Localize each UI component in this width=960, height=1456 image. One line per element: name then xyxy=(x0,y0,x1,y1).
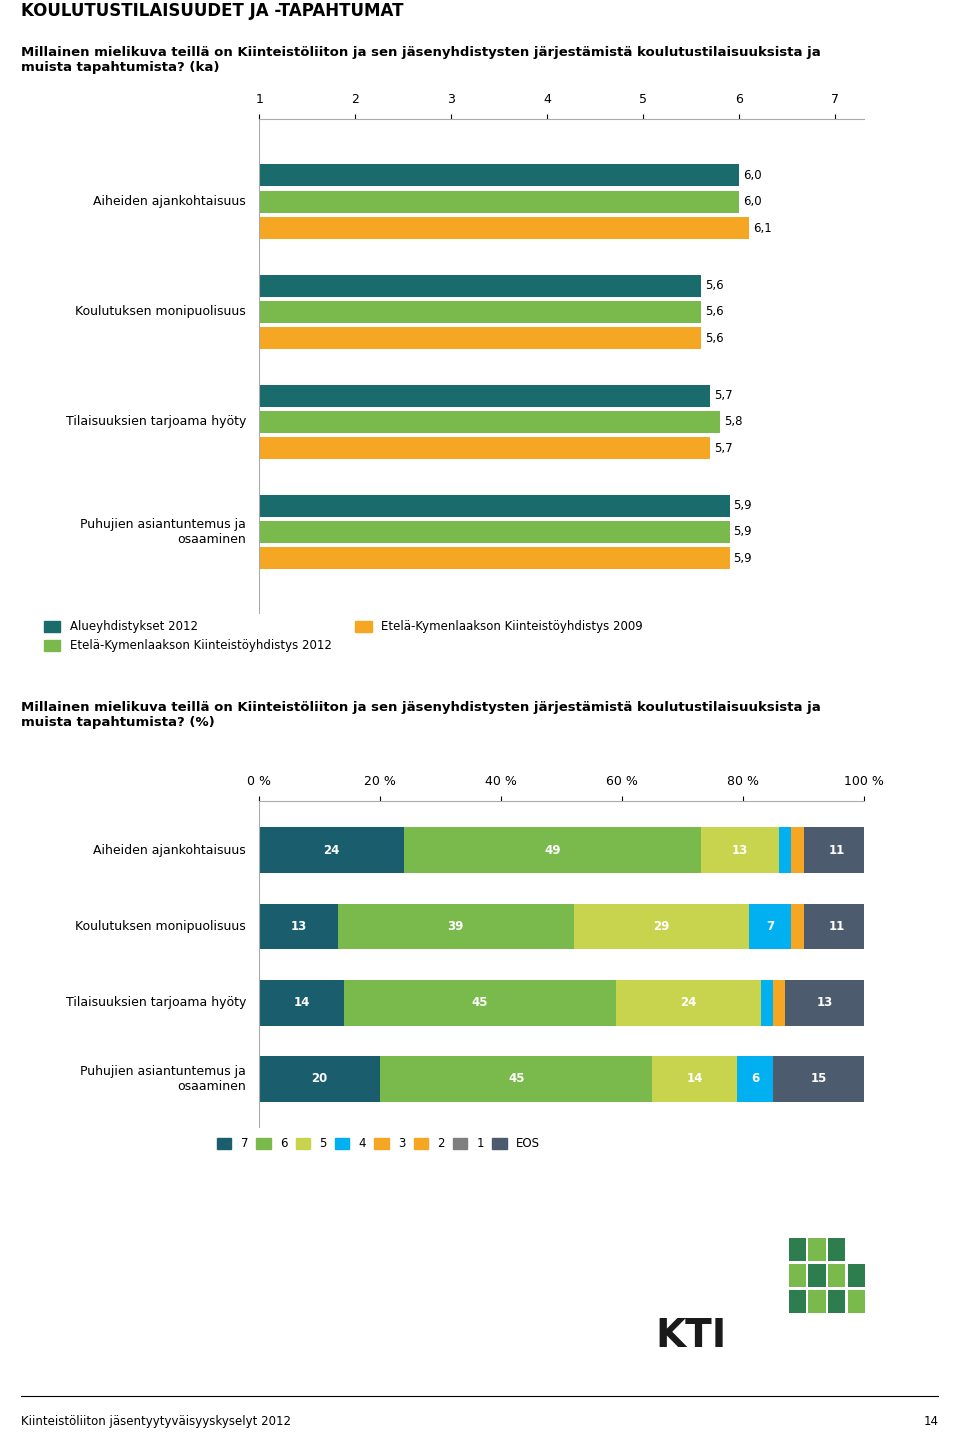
Text: 6: 6 xyxy=(751,1073,759,1085)
FancyBboxPatch shape xyxy=(808,1238,826,1261)
Text: 6,1: 6,1 xyxy=(753,221,772,234)
Bar xyxy=(404,827,701,874)
FancyBboxPatch shape xyxy=(789,1264,806,1287)
Text: 5,8: 5,8 xyxy=(724,415,742,428)
Bar xyxy=(380,1056,653,1102)
Text: KOULUTUSTILAISUUDET JA -TAPAHTUMAT: KOULUTUSTILAISUUDET JA -TAPAHTUMAT xyxy=(21,1,403,20)
Text: 5,6: 5,6 xyxy=(705,280,723,293)
Bar xyxy=(259,191,739,213)
Text: 6,0: 6,0 xyxy=(743,169,761,182)
Text: 5,9: 5,9 xyxy=(733,526,752,539)
FancyBboxPatch shape xyxy=(848,1264,865,1287)
Text: 5,6: 5,6 xyxy=(705,306,723,319)
Bar xyxy=(791,904,804,949)
FancyBboxPatch shape xyxy=(789,1290,806,1313)
Text: 5,7: 5,7 xyxy=(714,441,732,454)
FancyBboxPatch shape xyxy=(848,1290,865,1313)
Text: 5,9: 5,9 xyxy=(733,552,752,565)
Text: 49: 49 xyxy=(544,844,561,856)
Bar xyxy=(259,275,701,297)
Bar xyxy=(804,904,870,949)
Bar xyxy=(804,827,870,874)
Bar xyxy=(259,411,720,432)
FancyBboxPatch shape xyxy=(828,1238,846,1261)
FancyBboxPatch shape xyxy=(789,1238,806,1261)
FancyBboxPatch shape xyxy=(808,1264,826,1287)
Text: 14: 14 xyxy=(686,1073,703,1085)
Text: 20: 20 xyxy=(312,1073,327,1085)
Bar xyxy=(761,980,774,1025)
Text: 45: 45 xyxy=(508,1073,524,1085)
Bar xyxy=(780,827,791,874)
Text: 7: 7 xyxy=(766,920,775,933)
Text: 13: 13 xyxy=(732,844,748,856)
Bar xyxy=(259,521,730,543)
Text: Kiinteistöliiton jäsentyytyväisyyskyselyt 2012: Kiinteistöliiton jäsentyytyväisyyskysely… xyxy=(21,1415,291,1427)
FancyBboxPatch shape xyxy=(828,1264,846,1287)
Bar xyxy=(701,827,780,874)
Text: KTI: KTI xyxy=(656,1318,727,1356)
Text: Millainen mielikuva teillä on Kiinteistöliiton ja sen jäsenyhdistysten järjestäm: Millainen mielikuva teillä on Kiinteistö… xyxy=(21,45,821,74)
Text: 13: 13 xyxy=(290,920,306,933)
Text: 14: 14 xyxy=(924,1415,939,1427)
Bar xyxy=(259,328,701,349)
Bar xyxy=(774,980,785,1025)
Text: 5,6: 5,6 xyxy=(705,332,723,345)
Text: 24: 24 xyxy=(681,996,697,1009)
Text: 14: 14 xyxy=(294,996,310,1009)
Text: 11: 11 xyxy=(828,920,845,933)
Bar xyxy=(653,1056,737,1102)
Bar xyxy=(338,904,574,949)
Bar xyxy=(259,384,710,406)
Bar xyxy=(259,217,749,239)
Text: 11: 11 xyxy=(828,844,845,856)
FancyBboxPatch shape xyxy=(828,1290,846,1313)
Bar xyxy=(574,904,749,949)
Bar xyxy=(259,495,730,517)
Bar xyxy=(259,301,701,323)
Bar xyxy=(785,980,864,1025)
Text: 15: 15 xyxy=(810,1073,827,1085)
Bar xyxy=(774,1056,864,1102)
Bar xyxy=(259,1056,380,1102)
Text: 13: 13 xyxy=(817,996,833,1009)
Bar xyxy=(259,980,344,1025)
Text: 29: 29 xyxy=(653,920,669,933)
Legend: 7, 6, 5, 4, 3, 2, 1, EOS: 7, 6, 5, 4, 3, 2, 1, EOS xyxy=(217,1137,540,1150)
Legend: Alueyhdistykset 2012, Etelä-Kymenlaakson Kiinteistöyhdistys 2012, Etelä-Kymenlaa: Alueyhdistykset 2012, Etelä-Kymenlaakson… xyxy=(43,620,642,652)
Bar xyxy=(344,980,616,1025)
Bar xyxy=(791,827,804,874)
Text: 5,9: 5,9 xyxy=(733,499,752,513)
FancyBboxPatch shape xyxy=(808,1290,826,1313)
Bar xyxy=(259,827,404,874)
Bar xyxy=(616,980,761,1025)
Text: 5,7: 5,7 xyxy=(714,389,732,402)
Bar xyxy=(259,437,710,459)
Text: Millainen mielikuva teillä on Kiinteistöliiton ja sen jäsenyhdistysten järjestäm: Millainen mielikuva teillä on Kiinteistö… xyxy=(21,700,821,729)
Text: 39: 39 xyxy=(447,920,464,933)
Text: 24: 24 xyxy=(324,844,340,856)
Bar xyxy=(259,904,338,949)
Bar xyxy=(749,904,791,949)
Bar xyxy=(737,1056,774,1102)
Text: 6,0: 6,0 xyxy=(743,195,761,208)
Bar xyxy=(259,547,730,569)
Bar xyxy=(259,165,739,186)
Text: 45: 45 xyxy=(471,996,489,1009)
